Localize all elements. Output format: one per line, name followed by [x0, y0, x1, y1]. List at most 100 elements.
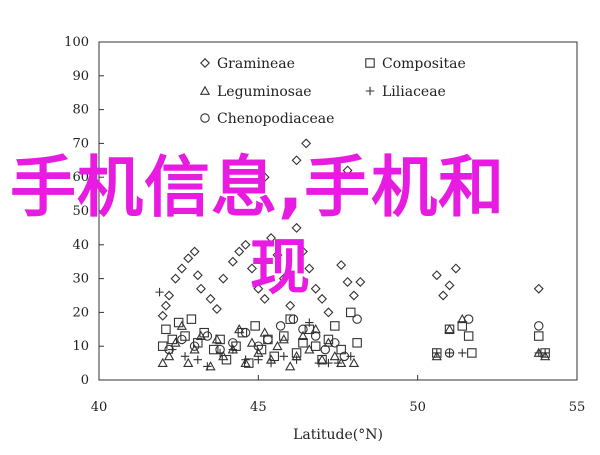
point-liliaceae: [445, 348, 454, 358]
point-liliaceae: [203, 362, 212, 371]
legend-label-chenopodiaceae: Chenopodiaceae: [217, 111, 334, 127]
legend-marker-leguminosae: [199, 85, 211, 95]
point-compositae: [345, 307, 356, 318]
point-liliaceae: [266, 358, 276, 368]
point-gramineae: [291, 155, 302, 166]
point-chenopodiaceae: [320, 344, 331, 355]
point-gramineae: [317, 293, 328, 304]
point-chenopodiaceae: [215, 344, 225, 355]
point-chenopodiaceae: [444, 348, 455, 358]
y-tick-label: 80: [72, 103, 89, 118]
point-compositae: [244, 358, 254, 368]
point-gramineae: [189, 246, 200, 257]
point-chenopodiaceae: [310, 331, 321, 341]
point-gramineae: [253, 283, 264, 294]
point-gramineae: [157, 310, 168, 321]
point-compositae: [279, 331, 289, 341]
point-chenopodiaceae: [330, 338, 340, 348]
point-gramineae: [310, 283, 321, 294]
point-chenopodiaceae: [352, 314, 362, 324]
point-leguminosae: [444, 323, 455, 334]
y-tick-label: 10: [72, 339, 89, 354]
point-liliaceae: [346, 352, 355, 361]
point-leguminosae: [211, 334, 223, 344]
point-gramineae: [192, 270, 203, 281]
y-tick-label: 60: [72, 170, 89, 185]
point-leguminosae: [183, 357, 194, 368]
point-compositae: [285, 314, 295, 324]
point-chenopodiaceae: [164, 344, 174, 355]
legend-label-liliaceae: Liliaceae: [382, 84, 446, 100]
point-gramineae: [342, 277, 353, 287]
point-chenopodiaceae: [253, 341, 264, 351]
point-gramineae: [218, 273, 229, 284]
point-compositae: [298, 338, 308, 348]
point-leguminosae: [285, 361, 296, 371]
point-liliaceae: [324, 358, 333, 368]
legend-label-leguminosae: Leguminosae: [217, 84, 312, 100]
point-gramineae: [272, 249, 283, 260]
y-tick-label: 0: [81, 373, 89, 388]
point-leguminosae: [170, 337, 181, 347]
legend-marker-chenopodiaceae: [200, 113, 210, 123]
point-gramineae: [259, 172, 270, 183]
point-leguminosae: [272, 340, 283, 351]
legend-label-gramineae: Gramineae: [217, 56, 295, 72]
point-compositae: [180, 331, 190, 341]
data-points: [155, 138, 551, 371]
point-gramineae: [176, 263, 187, 274]
x-axis-title: Latitude(°N): [293, 427, 383, 443]
point-compositae: [157, 341, 168, 351]
y-tick-label: 50: [72, 204, 89, 219]
point-gramineae: [170, 273, 181, 284]
point-leguminosae: [218, 351, 229, 361]
point-chenopodiaceae: [275, 321, 286, 331]
y-tick-label: 30: [72, 272, 89, 287]
y-tick-label: 90: [72, 69, 89, 84]
point-chenopodiaceae: [463, 314, 474, 324]
point-leguminosae: [348, 357, 360, 368]
overlay-text-line2: 现: [250, 233, 311, 303]
point-liliaceae: [279, 352, 289, 361]
point-compositae: [310, 341, 321, 351]
point-chenopodiaceae: [240, 327, 251, 338]
x-tick-label: 50: [409, 400, 426, 415]
point-gramineae: [227, 256, 238, 267]
point-gramineae: [297, 246, 308, 257]
point-gramineae: [259, 293, 270, 304]
point-liliaceae: [180, 352, 190, 361]
x-tick-label: 45: [250, 400, 267, 415]
point-liliaceae: [458, 348, 467, 358]
point-compositae: [534, 331, 544, 341]
point-compositae: [250, 321, 260, 331]
point-compositae: [186, 314, 197, 324]
point-liliaceae: [314, 358, 324, 368]
point-chenopodiaceae: [288, 314, 299, 324]
point-leguminosae: [304, 344, 315, 354]
point-leguminosae: [329, 351, 340, 361]
legend-marker-liliaceae: [365, 86, 375, 96]
point-compositae: [330, 321, 340, 331]
point-chenopodiaceae: [189, 341, 200, 351]
point-leguminosae: [310, 323, 321, 334]
point-liliaceae: [432, 348, 441, 358]
point-leguminosae: [240, 357, 251, 368]
point-gramineae: [278, 273, 289, 284]
point-leguminosae: [539, 351, 551, 361]
point-gramineae: [160, 300, 171, 311]
point-liliaceae: [333, 358, 343, 368]
point-chenopodiaceae: [228, 338, 238, 348]
point-gramineae: [240, 239, 251, 250]
point-leguminosae: [157, 357, 168, 368]
point-leguminosae: [163, 351, 175, 361]
point-compositae: [352, 338, 362, 348]
point-liliaceae: [292, 355, 301, 364]
point-gramineae: [211, 304, 222, 314]
point-chenopodiaceae: [202, 331, 213, 341]
point-chenopodiaceae: [177, 334, 187, 345]
point-gramineae: [533, 283, 544, 294]
point-liliaceae: [155, 287, 164, 297]
point-compositae: [161, 324, 171, 335]
point-liliaceae: [540, 348, 550, 358]
point-chenopodiaceae: [534, 321, 544, 331]
